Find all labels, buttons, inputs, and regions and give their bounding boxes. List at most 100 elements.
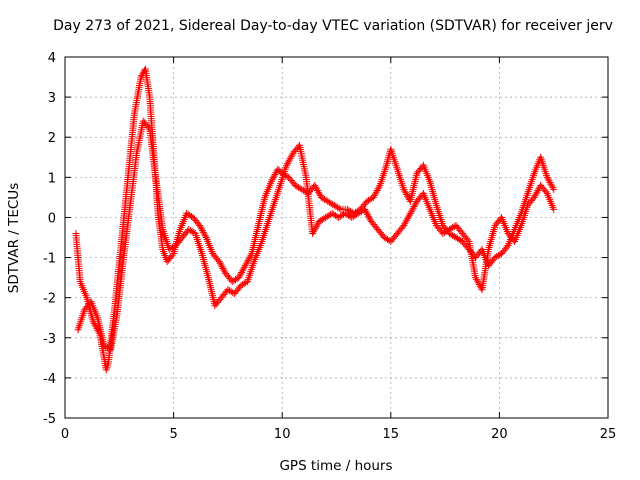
y-tick-label: -5 xyxy=(43,412,56,427)
data-series xyxy=(72,65,558,374)
data-point xyxy=(436,226,444,234)
data-point xyxy=(289,178,297,186)
data-point xyxy=(104,360,112,368)
chart-title: Day 273 of 2021, Sidereal Day-to-day VTE… xyxy=(53,18,613,34)
data-point xyxy=(240,280,248,288)
data-point xyxy=(382,163,390,171)
data-point xyxy=(334,203,342,211)
data-point xyxy=(76,275,84,283)
data-point xyxy=(385,237,393,245)
data-point xyxy=(462,234,470,242)
data-point xyxy=(186,211,194,219)
data-point xyxy=(287,153,295,161)
x-tick-label: 10 xyxy=(274,427,291,442)
data-point xyxy=(182,229,190,237)
data-point xyxy=(542,188,550,196)
data-point xyxy=(229,289,237,297)
data-point xyxy=(471,271,479,279)
data-point xyxy=(208,248,216,256)
data-point xyxy=(338,211,346,219)
data-point xyxy=(432,199,440,207)
data-point xyxy=(450,222,458,230)
data-point xyxy=(321,195,329,203)
x-tick-label: 25 xyxy=(600,427,617,442)
data-point xyxy=(523,203,531,211)
data-point xyxy=(335,204,343,212)
data-point xyxy=(93,312,101,320)
data-point xyxy=(254,223,262,231)
data-point xyxy=(139,119,147,127)
data-point xyxy=(432,219,440,227)
data-point xyxy=(262,223,270,231)
axis-ticks: 0 5 10 15 20 25 -5 -4 -3 -2 -1 0 1 2 3 4 xyxy=(43,51,616,442)
data-point xyxy=(234,285,242,293)
data-point xyxy=(412,171,420,179)
data-series xyxy=(74,117,558,354)
data-point xyxy=(80,308,88,316)
data-point xyxy=(391,233,399,241)
x-tick-label: 15 xyxy=(383,427,400,442)
data-point xyxy=(294,183,302,191)
data-point xyxy=(523,191,531,199)
grid-lines xyxy=(65,57,608,418)
data-point xyxy=(516,223,524,231)
data-point xyxy=(404,213,412,221)
y-tick-label: -4 xyxy=(43,372,56,387)
data-point xyxy=(417,165,425,173)
data-point xyxy=(425,203,433,211)
data-point xyxy=(137,75,145,83)
data-point xyxy=(246,253,254,261)
data-point xyxy=(549,203,557,211)
data-point xyxy=(495,217,503,225)
data-point xyxy=(442,227,450,235)
x-tick-label: 5 xyxy=(169,427,177,442)
y-tick-label: 0 xyxy=(48,211,56,226)
data-point xyxy=(397,225,405,233)
x-axis-label: GPS time / hours xyxy=(279,458,392,474)
data-point xyxy=(365,214,373,222)
y-tick-label: 2 xyxy=(48,131,56,146)
data-point xyxy=(167,253,175,261)
data-point xyxy=(197,248,205,256)
data-point xyxy=(331,211,339,219)
data-point xyxy=(484,248,492,256)
data-point xyxy=(282,163,290,171)
data-point xyxy=(344,211,352,219)
data-point xyxy=(399,183,407,191)
data-point xyxy=(130,111,138,119)
data-point xyxy=(226,274,234,282)
data-point xyxy=(541,186,549,194)
data-point xyxy=(315,190,323,198)
data-point xyxy=(374,185,382,193)
data-point xyxy=(449,231,457,239)
data-point xyxy=(201,232,209,240)
data-point xyxy=(347,207,355,215)
y-tick-label: 1 xyxy=(48,171,56,186)
data-point xyxy=(464,236,472,244)
data-point xyxy=(327,199,335,207)
data-point xyxy=(411,201,419,209)
plot-frame xyxy=(64,56,609,419)
data-point xyxy=(158,243,166,251)
data-point xyxy=(204,272,212,280)
y-tick-label: 3 xyxy=(48,91,56,106)
data-point xyxy=(378,230,386,238)
data-point xyxy=(503,227,511,235)
data-point xyxy=(371,222,379,230)
data-point xyxy=(549,184,557,192)
data-point xyxy=(269,203,277,211)
x-tick-label: 20 xyxy=(491,427,508,442)
data-point xyxy=(82,292,90,300)
data-point xyxy=(417,193,425,201)
data-point xyxy=(239,265,247,273)
data-point xyxy=(176,227,184,235)
x-tick-label: 0 xyxy=(61,427,69,442)
data-point xyxy=(530,171,537,179)
y-tick-label: -2 xyxy=(43,292,56,307)
y-tick-label: -3 xyxy=(43,332,56,347)
data-point xyxy=(494,252,502,260)
data-point xyxy=(232,276,240,284)
data-point xyxy=(375,183,383,191)
data-point xyxy=(456,226,464,234)
